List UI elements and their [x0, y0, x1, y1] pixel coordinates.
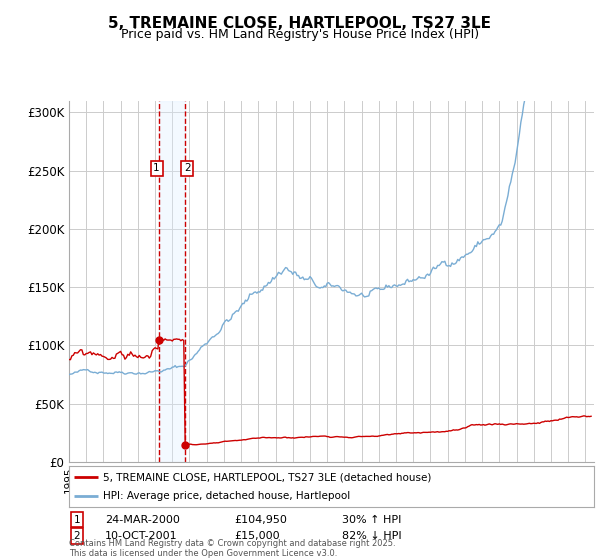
- Text: 2: 2: [184, 164, 191, 174]
- Text: 5, TREMAINE CLOSE, HARTLEPOOL, TS27 3LE: 5, TREMAINE CLOSE, HARTLEPOOL, TS27 3LE: [109, 16, 491, 31]
- Bar: [158, 101, 185, 462]
- Text: 82% ↓ HPI: 82% ↓ HPI: [342, 531, 401, 541]
- Text: £15,000: £15,000: [234, 531, 280, 541]
- Text: Price paid vs. HM Land Registry's House Price Index (HPI): Price paid vs. HM Land Registry's House …: [121, 28, 479, 41]
- Text: 1: 1: [73, 515, 80, 525]
- Text: 10-OCT-2001: 10-OCT-2001: [105, 531, 178, 541]
- Text: 2: 2: [73, 531, 80, 541]
- Text: HPI: Average price, detached house, Hartlepool: HPI: Average price, detached house, Hart…: [103, 491, 350, 501]
- Text: 30% ↑ HPI: 30% ↑ HPI: [342, 515, 401, 525]
- Text: Contains HM Land Registry data © Crown copyright and database right 2025.
This d: Contains HM Land Registry data © Crown c…: [69, 539, 395, 558]
- Text: 5, TREMAINE CLOSE, HARTLEPOOL, TS27 3LE (detached house): 5, TREMAINE CLOSE, HARTLEPOOL, TS27 3LE …: [103, 473, 431, 482]
- Text: £104,950: £104,950: [234, 515, 287, 525]
- Text: 24-MAR-2000: 24-MAR-2000: [105, 515, 180, 525]
- Text: 1: 1: [154, 164, 160, 174]
